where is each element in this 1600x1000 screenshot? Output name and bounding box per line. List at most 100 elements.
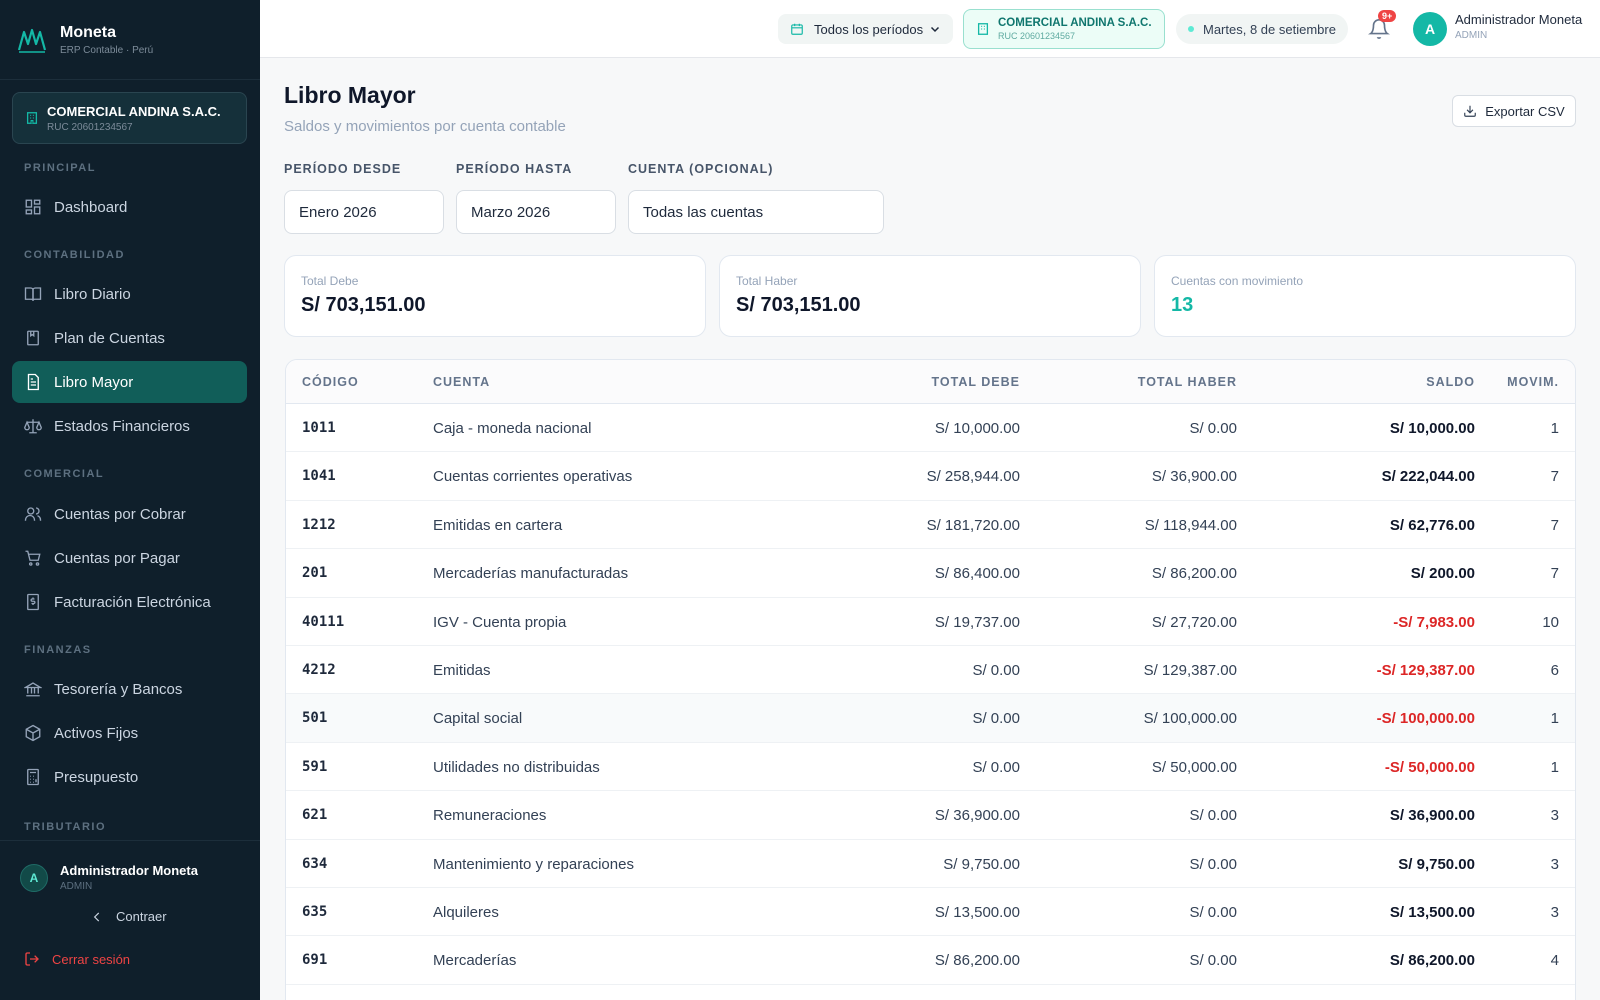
cell-total-haber: S/ 129,387.00 <box>1143 661 1237 679</box>
users-icon <box>24 507 42 521</box>
table-row[interactable]: 1212 Emitidas en cartera S/ 181,720.00 S/ 1… <box>286 501 1575 550</box>
user-name: Administrador Moneta <box>1455 12 1583 27</box>
cell-saldo: -S/ 50,000.00 <box>1384 758 1475 776</box>
cell-total-debe: S/ 13,500.00 <box>934 903 1020 921</box>
cell-total-haber: S/ 36,900.00 <box>1151 468 1237 486</box>
cell-movim: 1 <box>1550 420 1559 437</box>
sidebar-item-label: Dashboard <box>54 198 128 216</box>
stat-value: S/ 703,151.00 <box>736 294 861 316</box>
periodo-hasta-input[interactable] <box>456 190 616 234</box>
cell-codigo: 4212 <box>302 661 336 678</box>
sidebar-item-label: Activos Fijos <box>54 724 139 742</box>
cell-codigo: 501 <box>302 710 328 727</box>
header-total-haber[interactable]: TOTAL HABER <box>1137 375 1237 389</box>
cell-saldo: -S/ 100,000.00 <box>1376 710 1475 728</box>
cell-total-debe: S/ 10,000.00 <box>934 420 1020 437</box>
export-label: Exportar CSV <box>1485 103 1565 119</box>
company-badge[interactable]: COMERCIAL ANDINA S.A.C. RUC 20601234567 <box>963 9 1165 49</box>
cuenta-input[interactable] <box>628 190 884 234</box>
period-selector[interactable]: Todos los períodos <box>778 14 954 44</box>
table-row[interactable]: 635 Alquileres S/ 13,500.00 S/ 0.00 S/ 13,50… <box>286 888 1575 937</box>
cell-codigo: 1212 <box>302 516 336 533</box>
header-total-debe[interactable]: TOTAL DEBE <box>931 375 1020 389</box>
cell-movim: 3 <box>1550 807 1559 825</box>
sidebar-item-libro-mayor[interactable]: Libro Mayor <box>12 361 247 403</box>
periodo-desde-input[interactable] <box>284 190 444 234</box>
cell-total-haber: S/ 50,000.00 <box>1151 758 1237 776</box>
collapse-button[interactable]: Contraer <box>90 909 167 924</box>
company-selector[interactable]: COMERCIAL ANDINA S.A.C. RUC 20601234567 <box>12 92 247 144</box>
sidebar-item-libro-diario[interactable]: Libro Diario <box>12 273 247 315</box>
section-principal: PRINCIPAL <box>24 162 96 174</box>
top-user[interactable]: Administrador Moneta ADMIN <box>1455 12 1582 41</box>
date-display: Martes, 8 de setiembre <box>1176 14 1348 44</box>
cell-cuenta: Cuentas corrientes operativas <box>433 468 633 486</box>
page-title: Libro Mayor <box>284 82 416 108</box>
header-movim[interactable]: MOVIM. <box>1507 375 1559 389</box>
download-icon <box>1464 105 1477 117</box>
export-csv-button[interactable]: Exportar CSV <box>1452 95 1576 127</box>
moneta-logo-icon <box>17 28 47 53</box>
cell-movim: 10 <box>1542 613 1559 631</box>
cell-saldo: S/ 9,750.00 <box>1398 855 1475 873</box>
chevron-left-icon <box>93 912 100 921</box>
table-row[interactable]: 621 Remuneraciones S/ 36,900.00 S/ 0.00 S/ 3… <box>286 791 1575 840</box>
cell-codigo: 1041 <box>302 468 336 485</box>
sidebar-item-presupuesto[interactable]: Presupuesto <box>12 756 247 798</box>
cell-codigo: 634 <box>302 855 328 872</box>
sidebar-item-estados-financieros[interactable]: Estados Financieros <box>12 405 247 447</box>
sidebar-item-label: Cuentas por Cobrar <box>54 505 186 523</box>
cell-cuenta: Emitidas en cartera <box>433 516 563 534</box>
calendar-icon <box>791 23 803 35</box>
logout-button[interactable]: Cerrar sesión <box>24 951 130 967</box>
company-badge-ruc: RUC 20601234567 <box>998 31 1076 41</box>
box-icon <box>25 724 41 742</box>
header-saldo[interactable]: SALDO <box>1426 375 1475 389</box>
logout-label: Cerrar sesión <box>52 951 131 967</box>
filter-hasta-label: PERÍODO HASTA <box>456 162 573 176</box>
sidebar: Moneta ERP Contable · Perú COMERCIAL AND… <box>0 0 260 1000</box>
header-codigo[interactable]: CÓDIGO <box>302 375 359 389</box>
cell-saldo: S/ 86,200.00 <box>1389 952 1475 970</box>
sidebar-user[interactable]: A Administrador Moneta ADMIN <box>20 863 198 892</box>
sidebar-item-activos-fijos[interactable]: Activos Fijos <box>12 712 247 754</box>
invoice-icon <box>27 593 39 611</box>
sidebar-item-facturacion-electronica[interactable]: Facturación Electrónica <box>12 581 247 623</box>
header-cuenta[interactable]: CUENTA <box>433 375 491 389</box>
table-row[interactable]: 4212 Emitidas S/ 0.00 S/ 129,387.00 -S/ 129,… <box>286 646 1575 695</box>
stat-total-debe: Total Debe S/ 703,151.00 <box>284 255 706 337</box>
cell-cuenta: Capital social <box>433 710 523 728</box>
avatar[interactable]: A <box>1413 12 1447 46</box>
table-row[interactable]: 1041 Cuentas corrientes operativas S/ 258,… <box>286 452 1575 501</box>
cell-saldo: S/ 62,776.00 <box>1389 516 1475 534</box>
cell-saldo: S/ 13,500.00 <box>1389 903 1475 921</box>
sidebar-item-cuentas-por-cobrar[interactable]: Cuentas por Cobrar <box>12 493 247 535</box>
sidebar-item-tesoreria-y-bancos[interactable]: Tesorería y Bancos <box>12 668 247 710</box>
cell-movim: 3 <box>1550 855 1559 873</box>
brand-name: Moneta <box>60 23 116 41</box>
topbar: Todos los períodos COMERCIAL ANDINA S.A.… <box>260 0 1600 58</box>
cell-movim: 7 <box>1550 565 1559 583</box>
cell-total-debe: S/ 19,737.00 <box>934 613 1020 631</box>
table-row[interactable]: 501 Capital social S/ 0.00 S/ 100,000.00 -S/… <box>286 694 1575 743</box>
cell-total-haber: S/ 100,000.00 <box>1143 710 1237 728</box>
stat-label: Total Haber <box>736 274 798 288</box>
cell-total-haber: S/ 0.00 <box>1189 807 1237 825</box>
table-row[interactable]: 691 Mercaderías S/ 86,200.00 S/ 0.00 S/ 86,2… <box>286 936 1575 985</box>
sidebar-item-plan-de-cuentas[interactable]: Plan de Cuentas <box>12 317 247 359</box>
cell-codigo: 1011 <box>302 420 336 436</box>
user-name: Administrador Moneta <box>60 863 198 878</box>
table-row[interactable]: 591 Utilidades no distribuidas S/ 0.00 S/ 5… <box>286 743 1575 792</box>
stat-total-haber: Total Haber S/ 703,151.00 <box>719 255 1141 337</box>
ledger-table: CÓDIGO CUENTA TOTAL DEBE TOTAL HABER SAL… <box>285 359 1576 1000</box>
sidebar-item-dashboard[interactable]: Dashboard <box>12 186 247 228</box>
stat-value: S/ 703,151.00 <box>301 294 426 316</box>
table-row[interactable]: 40111 IGV - Cuenta propia S/ 19,737.00 S/ 2… <box>286 598 1575 646</box>
sidebar-item-label: Facturación Electrónica <box>54 593 211 611</box>
table-row[interactable]: 634 Mantenimiento y reparaciones S/ 9,750.… <box>286 840 1575 888</box>
notebook-icon <box>27 330 39 346</box>
sidebar-item-cuentas-por-pagar[interactable]: Cuentas por Pagar <box>12 537 247 579</box>
table-row[interactable]: 1011 Caja - moneda nacional S/ 10,000.00 S/… <box>286 404 1575 453</box>
table-row[interactable]: 201 Mercaderías manufacturadas S/ 86,400.0… <box>286 549 1575 598</box>
cell-saldo: S/ 222,044.00 <box>1381 468 1475 486</box>
